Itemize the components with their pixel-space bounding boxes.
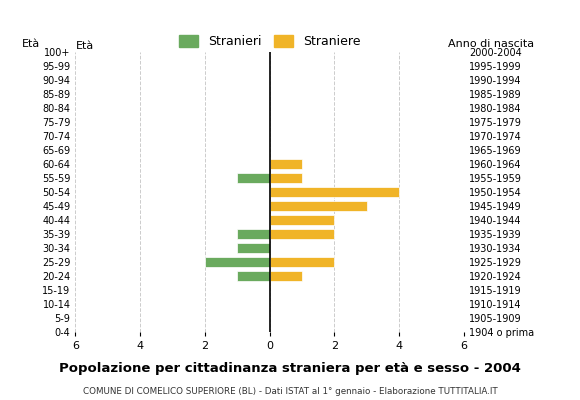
Bar bbox=[270, 187, 399, 197]
Text: COMUNE DI COMELICO SUPERIORE (BL) - Dati ISTAT al 1° gennaio - Elaborazione TUTT: COMUNE DI COMELICO SUPERIORE (BL) - Dati… bbox=[82, 387, 498, 396]
Bar bbox=[237, 229, 270, 239]
Bar bbox=[270, 215, 335, 225]
Bar bbox=[237, 243, 270, 253]
Bar bbox=[205, 257, 270, 267]
Legend: Stranieri, Straniere: Stranieri, Straniere bbox=[174, 30, 365, 53]
Bar bbox=[270, 173, 302, 183]
Bar bbox=[270, 257, 335, 267]
Bar bbox=[270, 229, 335, 239]
Text: Età: Età bbox=[22, 39, 41, 49]
Text: Popolazione per cittadinanza straniera per età e sesso - 2004: Popolazione per cittadinanza straniera p… bbox=[59, 362, 521, 375]
Bar bbox=[270, 159, 302, 169]
Bar bbox=[237, 173, 270, 183]
Bar bbox=[237, 271, 270, 281]
Bar bbox=[270, 201, 367, 211]
Text: Età: Età bbox=[75, 41, 93, 51]
Bar bbox=[270, 271, 302, 281]
Text: Anno di nascita: Anno di nascita bbox=[448, 39, 534, 49]
